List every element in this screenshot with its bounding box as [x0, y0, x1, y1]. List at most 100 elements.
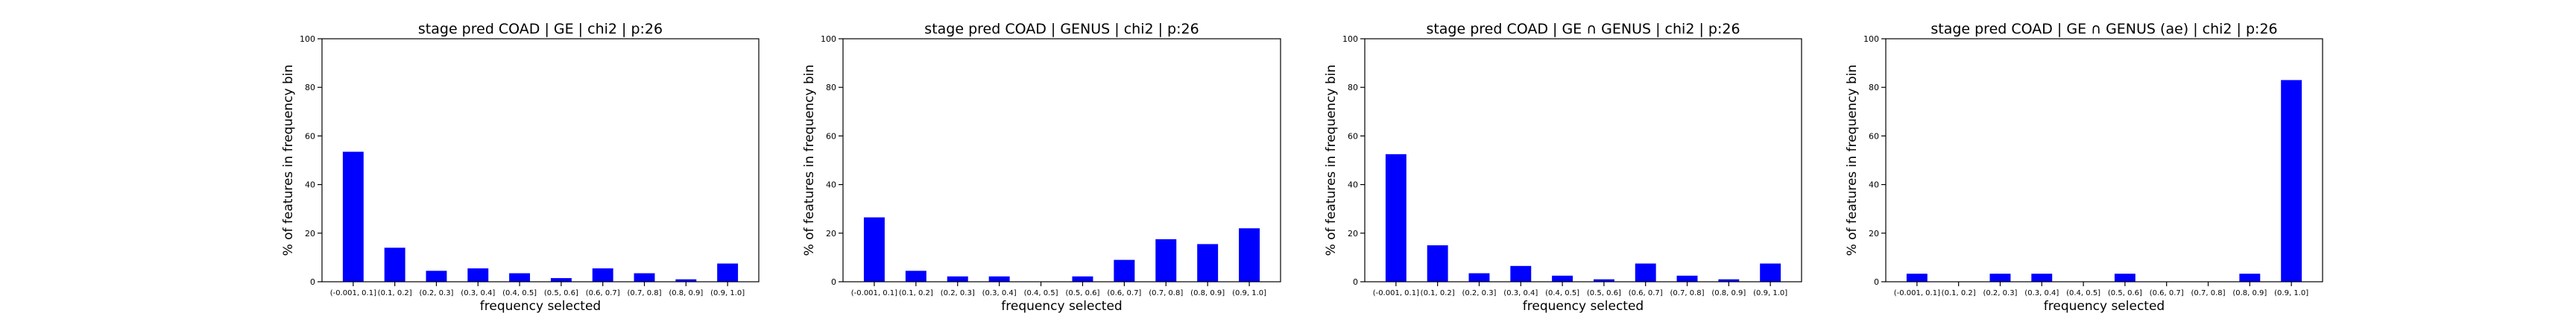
y-tick-label: 100	[1863, 34, 1879, 44]
bar-6	[2114, 274, 2135, 282]
chart-panel-1: 0 20 40 60 80 100 (-0.001, 0.1] (0.1, 0.2] (0.2,…	[281, 21, 760, 314]
bar-10	[2281, 80, 2302, 282]
x-tick-label: (0.2, 0.3]	[419, 289, 453, 297]
bar-6	[550, 278, 572, 282]
y-tick-label: 20	[1869, 229, 1879, 239]
x-tick-label: (0.7, 0.8]	[1149, 289, 1183, 297]
y-tick-label: 80	[826, 83, 836, 92]
x-tick-label: (0.4, 0.5]	[502, 289, 537, 297]
bar-6	[1593, 279, 1614, 282]
x-tick-label: (0.9, 1.0]	[1753, 289, 1787, 297]
x-axis-label: frequency selected	[1001, 299, 1122, 314]
bar-4	[467, 268, 489, 282]
x-tick-label: (-0.001, 0.1]	[1373, 289, 1419, 297]
bar-9	[2239, 274, 2261, 282]
bar-7	[1114, 259, 1135, 282]
bar-4	[2031, 274, 2053, 282]
bar-2	[1427, 245, 1448, 282]
y-axis-label: % of features in frequency bin	[281, 65, 296, 256]
bar-3	[1468, 273, 1490, 282]
x-tick-label: (0.9, 1.0]	[710, 289, 745, 297]
x-tick-label: (0.5, 0.6]	[1065, 289, 1099, 297]
bar-2	[905, 271, 926, 282]
bar-10	[1760, 263, 1781, 282]
x-tick-label: (0.2, 0.3]	[1462, 289, 1496, 297]
y-tick-label: 100	[300, 34, 315, 44]
bar-7	[1635, 263, 1656, 282]
bar-10	[1239, 228, 1260, 282]
y-tick-label: 20	[305, 229, 315, 239]
x-tick-label: (0.7, 0.8]	[628, 289, 662, 297]
x-tick-label: (0.3, 0.4]	[461, 289, 495, 297]
x-tick-label: (0.4, 0.5]	[2066, 289, 2100, 297]
y-axis-label: % of features in frequency bin	[1845, 65, 1860, 256]
y-tick-label: 0	[310, 277, 315, 287]
bar-8	[1155, 239, 1177, 282]
y-tick-label: 0	[1874, 277, 1879, 287]
chart-panel-3: 0 20 40 60 80 100 (-0.001, 0.1] (0.1, 0.2] (0.2,…	[1324, 21, 1802, 314]
y-tick-label: 40	[305, 180, 315, 190]
y-axis-label: % of features in frequency bin	[802, 65, 817, 256]
bar-1	[342, 151, 364, 282]
y-tick-label: 60	[1869, 131, 1879, 141]
chart-panel-4: 0 20 40 60 80 100 (-0.001, 0.1] (0.1, 0.2] (0.2,…	[1845, 21, 2323, 314]
x-tick-label: (0.5, 0.6]	[544, 289, 578, 297]
bar-1	[863, 217, 885, 282]
x-tick-label: (0.9, 1.0]	[1232, 289, 1266, 297]
x-tick-label: (0.6, 0.7]	[1107, 289, 1141, 297]
bar-2	[384, 247, 405, 282]
plot-frame	[321, 38, 760, 282]
y-tick-label: 40	[1348, 180, 1358, 190]
plot-frame	[1364, 38, 1802, 282]
y-tick-label: 60	[826, 131, 836, 141]
y-tick-label: 80	[305, 83, 315, 92]
y-tick-label: 0	[831, 277, 836, 287]
x-tick-label: (0.6, 0.7]	[1629, 289, 1663, 297]
y-tick-label: 40	[826, 180, 836, 190]
x-tick-label: (-0.001, 0.1]	[330, 289, 376, 297]
x-tick-label: (0.4, 0.5]	[1545, 289, 1579, 297]
x-axis-label: frequency selected	[2044, 299, 2165, 314]
x-tick-label: (0.1, 0.2]	[899, 289, 933, 297]
y-tick-label: 20	[826, 229, 836, 239]
x-tick-label: (0.8, 0.9]	[1711, 289, 1746, 297]
x-tick-label: (0.6, 0.7]	[2150, 289, 2184, 297]
x-tick-label: (0.5, 0.6]	[1587, 289, 1621, 297]
x-tick-label: (-0.001, 0.1]	[1894, 289, 1940, 297]
bar-8	[1676, 275, 1698, 282]
x-axis-label: frequency selected	[480, 299, 601, 314]
chart-title: stage pred COAD | GENUS | chi2 | p:26	[924, 21, 1199, 37]
chart-title: stage pred COAD | GE | chi2 | p:26	[418, 21, 663, 37]
x-tick-label: (0.2, 0.3]	[1983, 289, 2017, 297]
y-tick-label: 0	[1353, 277, 1358, 287]
bar-3	[947, 276, 968, 282]
x-tick-label: (0.5, 0.6]	[2108, 289, 2142, 297]
y-tick-label: 60	[1348, 131, 1358, 141]
y-tick-label: 60	[305, 131, 315, 141]
bar-4	[988, 276, 1010, 282]
x-tick-label: (0.7, 0.8]	[1670, 289, 1705, 297]
plot-frame	[842, 38, 1281, 282]
bar-6	[1072, 276, 1093, 282]
bar-8	[634, 273, 655, 282]
chart-title: stage pred COAD | GE ∩ GENUS | chi2 | p:…	[1426, 21, 1740, 37]
y-tick-label: 100	[1342, 34, 1358, 44]
x-tick-label: (0.1, 0.2]	[378, 289, 412, 297]
x-tick-label: (0.8, 0.9]	[2232, 289, 2267, 297]
bar-5	[509, 273, 531, 282]
x-tick-label: (0.8, 0.9]	[1190, 289, 1225, 297]
y-tick-label: 80	[1348, 83, 1358, 92]
chart-panel-2: 0 20 40 60 80 100 (-0.001, 0.1] (0.1, 0.2] (0.2,…	[802, 21, 1281, 314]
x-tick-label: (0.3, 0.4]	[1503, 289, 1538, 297]
bar-9	[675, 279, 697, 282]
bar-9	[1197, 244, 1219, 282]
y-tick-label: 100	[821, 34, 836, 44]
x-axis-label: frequency selected	[1523, 299, 1644, 314]
chart-title: stage pred COAD | GE ∩ GENUS (ae) | chi2…	[1931, 21, 2277, 37]
x-tick-label: (0.6, 0.7]	[586, 289, 620, 297]
bar-10	[717, 263, 739, 282]
x-tick-label: (0.1, 0.2]	[1421, 289, 1455, 297]
bar-3	[1989, 274, 2011, 282]
bar-1	[1385, 154, 1407, 282]
